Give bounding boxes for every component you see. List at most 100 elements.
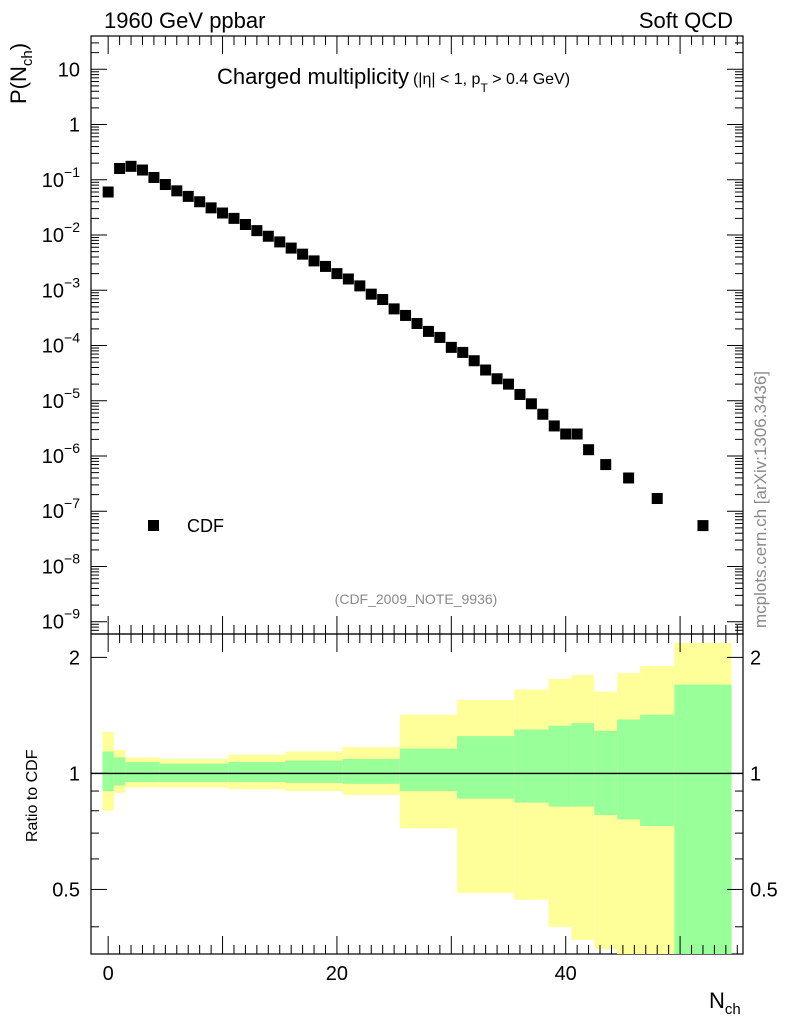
ratio-band-inner-1 [113, 757, 126, 786]
main-y-tick-label-8: 10−7 [42, 495, 80, 523]
main-y-tick-label-4: 10−3 [42, 274, 80, 302]
main-x-axis-ticks [107, 36, 738, 634]
data-point [228, 212, 240, 224]
data-point [114, 162, 126, 174]
ratio-y-tick-label-right-2: 2 [750, 647, 761, 669]
data-point [468, 355, 480, 367]
ratio-y-tick-label-left-1: 1 [69, 763, 80, 785]
data-point [331, 268, 343, 280]
ratio-band-outer-11 [571, 675, 595, 940]
data-point [525, 398, 537, 410]
data-point [182, 190, 194, 202]
data-point [457, 346, 469, 358]
data-point [102, 186, 114, 198]
data-point [560, 428, 572, 440]
main-y-tick-label-3: 10−2 [42, 219, 80, 247]
ratio-y-tick-label-right-1: 1 [750, 763, 761, 785]
data-point [600, 459, 612, 471]
data-point [136, 164, 148, 176]
main-y-tick-label-0: 10 [58, 59, 80, 81]
ratio-band-inner-2 [125, 762, 160, 783]
data-point [262, 230, 274, 242]
ratio-band-inner-9 [514, 729, 549, 803]
data-point [217, 207, 229, 219]
plot-title: Charged multiplicity (|η| < 1, pT > 0.4 G… [217, 64, 570, 95]
ratio-y-tick-labels: 0.5 0.5 1 1 2 2 [52, 647, 778, 901]
data-point [194, 196, 206, 208]
analysis-reference-label: (CDF_2009_NOTE_9936) [335, 591, 498, 607]
data-point [514, 388, 526, 400]
data-point [365, 288, 377, 300]
header-category-label: Soft QCD [639, 8, 733, 33]
ratio-y-tick-label-left-2: 2 [69, 647, 80, 669]
ratio-band-inner-4 [228, 762, 286, 783]
source-side-label: mcplots.cern.ch [arXiv:1306.3436] [751, 371, 770, 628]
x-tick-label-1: 20 [326, 963, 348, 985]
data-point [491, 373, 503, 385]
ratio-band-inner-0 [102, 751, 114, 792]
data-point [274, 236, 286, 248]
ratio-y-axis-label: Ratio to CDF [24, 749, 41, 842]
ratio-band-inner-5 [285, 760, 343, 783]
data-point [411, 318, 423, 330]
data-point [377, 294, 389, 306]
ratio-band-inner-15 [674, 684, 732, 954]
data-point [548, 420, 560, 432]
data-point [623, 472, 635, 484]
ratio-axis-ticks [91, 634, 743, 954]
data-point [571, 428, 583, 440]
data-point [308, 255, 320, 267]
ratio-band-outer-12 [594, 691, 618, 950]
ratio-band-inner-6 [342, 758, 400, 784]
data-point [422, 325, 434, 337]
ratio-band-inner-8 [457, 736, 515, 799]
data-point [651, 493, 663, 505]
main-y-tick-label-6: 10−5 [42, 385, 80, 413]
main-y-tick-labels: 10 1 10−1 10−2 10−3 10−4 10−5 10−6 10−7 10−8 10−9 [42, 59, 80, 633]
main-y-tick-label-9: 10−8 [42, 550, 80, 578]
data-point [159, 179, 171, 191]
main-panel-frame [90, 35, 744, 635]
ratio-bands [102, 642, 732, 954]
ratio-y-tick-label-left-0: 0.5 [52, 879, 80, 901]
data-point [125, 160, 137, 172]
main-y-axis-ticks [91, 35, 743, 635]
data-point [400, 309, 412, 321]
data-point [537, 408, 549, 420]
data-point [434, 331, 446, 343]
main-y-tick-label-5: 10−4 [42, 330, 80, 358]
data-point [445, 341, 457, 353]
data-point [354, 280, 366, 292]
ratio-band-inner-7 [399, 748, 458, 792]
main-y-tick-label-2: 10−1 [42, 164, 80, 192]
data-point [251, 225, 263, 237]
ratio-x-tick-labels: 0 20 40 [103, 963, 577, 985]
data-point [319, 260, 331, 272]
ratio-band-inner-11 [571, 723, 595, 807]
main-y-tick-label-7: 10−6 [42, 440, 80, 468]
data-point [239, 218, 251, 230]
data-point [480, 364, 492, 376]
ratio-band-inner-10 [548, 725, 572, 807]
data-point [583, 444, 595, 456]
header-energy-label: 1960 GeV ppbar [104, 8, 265, 33]
data-point [503, 378, 515, 390]
data-point [285, 242, 297, 254]
legend-label-cdf: CDF [187, 516, 224, 536]
main-y-axis-label: P(Nch) [6, 43, 36, 104]
x-tick-label-2: 40 [555, 963, 577, 985]
ratio-band-inner-13 [617, 719, 641, 820]
data-point [342, 273, 354, 285]
main-y-tick-label-10: 10−9 [42, 606, 80, 634]
data-point [388, 303, 400, 315]
ratio-band-inner-14 [640, 714, 675, 827]
main-y-tick-label-1: 1 [69, 115, 80, 137]
data-point [171, 185, 183, 197]
x-tick-label-0: 0 [103, 963, 114, 985]
data-point [297, 248, 309, 260]
data-point [205, 202, 217, 214]
ratio-y-tick-label-right-0: 0.5 [750, 879, 778, 901]
data-point [697, 520, 709, 532]
x-axis-label: Nch [709, 988, 741, 1018]
